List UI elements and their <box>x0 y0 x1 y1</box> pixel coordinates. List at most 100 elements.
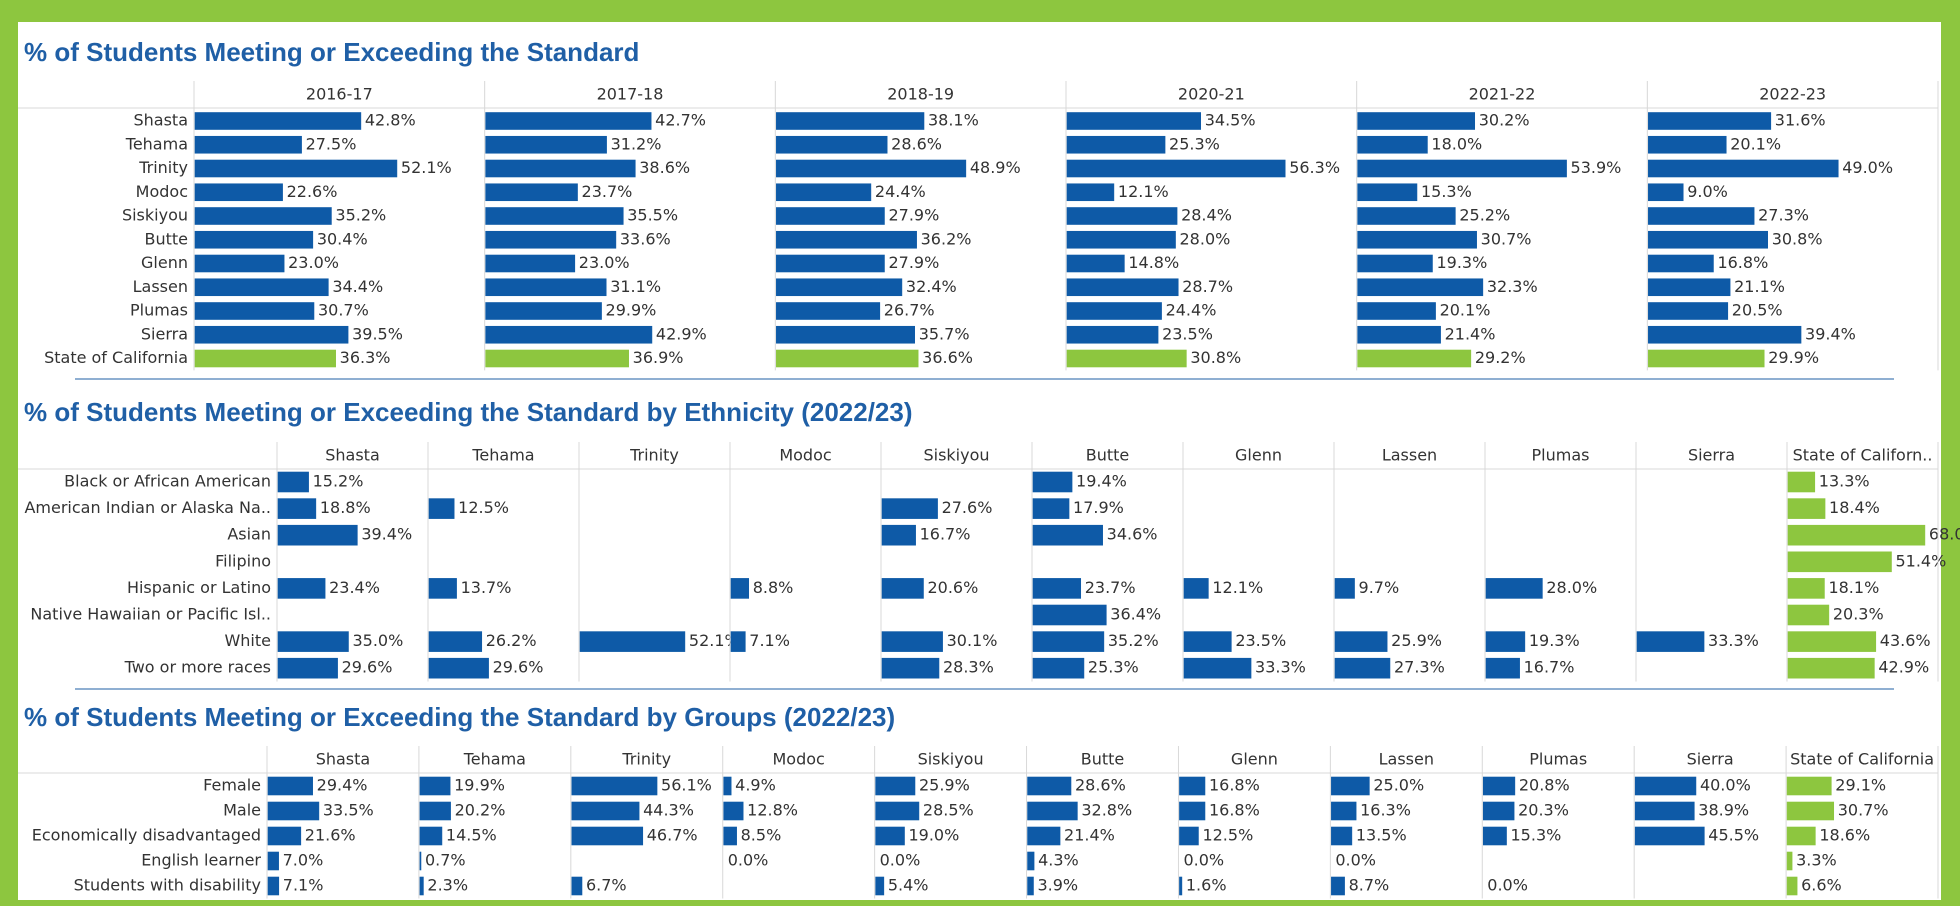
value-label: 46.7% <box>647 826 698 845</box>
bar <box>1027 776 1072 796</box>
value-label: 4.3% <box>1038 851 1079 870</box>
bar <box>277 657 338 679</box>
bar <box>776 302 881 320</box>
value-label: 22.6% <box>287 182 338 201</box>
bar <box>419 876 424 896</box>
value-label: 23.7% <box>1085 578 1136 597</box>
row-label: Black or African American <box>64 472 271 491</box>
value-label: 30.8% <box>1190 348 1241 367</box>
value-label: 32.4% <box>906 277 957 296</box>
panel-header: 2016-17 <box>306 85 373 104</box>
bar <box>776 230 917 249</box>
bar <box>1357 349 1472 368</box>
panel-header: State of California <box>1790 750 1934 769</box>
value-label: 21.4% <box>1064 826 1115 845</box>
value-label: 15.2% <box>313 472 364 491</box>
bar <box>1066 278 1179 297</box>
value-label: 7.0% <box>283 851 324 870</box>
panel-header: Tehama <box>471 446 534 465</box>
value-label: 36.3% <box>340 348 391 367</box>
row-label: Trinity <box>138 158 188 177</box>
bar <box>1786 851 1793 871</box>
value-label: 25.0% <box>1373 776 1424 795</box>
value-label: 18.6% <box>1819 826 1870 845</box>
value-label: 34.6% <box>1107 525 1158 544</box>
value-label: 30.2% <box>1479 111 1530 130</box>
panel-header: Trinity <box>621 750 671 769</box>
bar <box>428 657 489 679</box>
value-label: 32.8% <box>1081 801 1132 820</box>
bar <box>1027 801 1078 821</box>
value-label: 38.9% <box>1698 801 1749 820</box>
value-label: 39.4% <box>361 525 412 544</box>
bar <box>1485 578 1543 599</box>
bar <box>571 801 640 821</box>
value-label: 36.4% <box>1110 605 1161 624</box>
bar <box>1357 112 1476 130</box>
bar <box>1648 112 1772 130</box>
value-label: 16.8% <box>1209 801 1260 820</box>
bar <box>1357 183 1418 202</box>
bar <box>1032 498 1070 519</box>
bar <box>776 159 967 178</box>
bar <box>1357 230 1477 249</box>
bar <box>1066 254 1125 273</box>
bar <box>1357 302 1436 320</box>
value-label: 38.6% <box>639 158 690 177</box>
bar <box>1032 631 1105 652</box>
row-label: Students with disability <box>74 876 261 895</box>
chart-title: % of Students Meeting or Exceeding the S… <box>24 37 639 67</box>
bar <box>875 826 905 846</box>
value-label: 27.3% <box>1758 206 1809 225</box>
value-label: 28.7% <box>1182 277 1233 296</box>
value-label: 17.9% <box>1073 498 1124 517</box>
bar <box>194 278 329 297</box>
bar <box>730 631 746 652</box>
bar <box>1357 159 1567 178</box>
bar <box>1787 524 1926 546</box>
bar <box>1066 183 1115 202</box>
bar <box>419 776 451 796</box>
bar <box>1027 826 1061 846</box>
value-label: 42.8% <box>365 111 416 130</box>
bar <box>485 325 653 344</box>
value-label: 0.7% <box>425 851 466 870</box>
bar <box>579 631 686 652</box>
value-label: 27.5% <box>306 134 357 153</box>
panel-header: Modoc <box>779 446 831 465</box>
row-label: Hispanic or Latino <box>127 578 271 597</box>
bar <box>1357 325 1441 344</box>
value-label: 12.5% <box>1202 826 1253 845</box>
value-label: 25.2% <box>1459 206 1510 225</box>
row-label: Native Hawaiian or Pacific Isl.. <box>30 605 271 624</box>
value-label: 33.3% <box>1255 658 1306 677</box>
value-label: 35.0% <box>352 631 403 650</box>
value-label: 3.9% <box>1037 876 1078 895</box>
value-label: 16.7% <box>1524 658 1575 677</box>
bar <box>194 183 283 202</box>
bar <box>881 578 924 599</box>
bar <box>1183 578 1209 599</box>
value-label: 26.7% <box>884 301 935 320</box>
bar <box>1648 278 1731 297</box>
bar <box>776 325 915 344</box>
row-label: English learner <box>141 851 261 870</box>
value-label: 24.4% <box>875 182 926 201</box>
value-label: 23.0% <box>288 253 339 272</box>
value-label: 43.6% <box>1880 631 1931 650</box>
bar <box>1787 604 1830 626</box>
value-label: 49.0% <box>1842 158 1893 177</box>
bar <box>1787 551 1892 573</box>
value-label: 18.4% <box>1829 498 1880 517</box>
value-label: 20.5% <box>1732 301 1783 320</box>
value-label: 52.1% <box>401 158 452 177</box>
value-label: 35.2% <box>335 206 386 225</box>
bar <box>419 801 451 821</box>
value-label: 40.0% <box>1700 776 1751 795</box>
value-label: 25.9% <box>919 776 970 795</box>
value-label: 25.3% <box>1088 658 1139 677</box>
value-label: 27.3% <box>1394 658 1445 677</box>
value-label: 56.3% <box>1289 158 1340 177</box>
bar <box>485 159 636 178</box>
bar <box>1634 826 1705 846</box>
